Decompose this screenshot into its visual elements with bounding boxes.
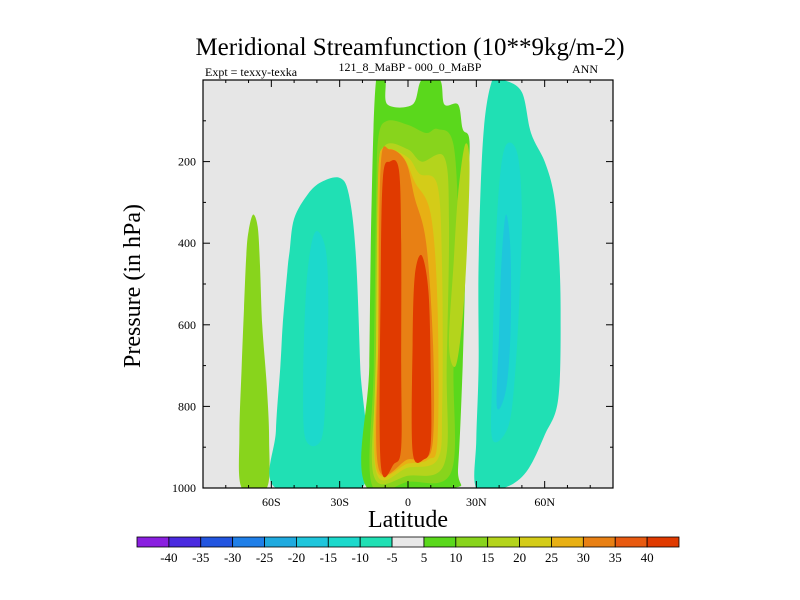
colorbar-swatch	[455, 536, 489, 548]
colorbar-swatch	[264, 536, 297, 548]
y-tick-label: 600	[178, 318, 196, 332]
colorbar-label: 5	[421, 550, 428, 565]
x-tick-label: 60N	[534, 495, 555, 509]
colorbar-swatch	[582, 536, 616, 548]
colorbar-swatch	[519, 536, 552, 548]
chart-title: Meridional Streamfunction (10**9kg/m-2)	[195, 34, 624, 61]
colorbar-swatch	[646, 536, 680, 548]
colorbar-label: -10	[352, 550, 369, 565]
y-tick-label: 1000	[172, 481, 196, 495]
colorbar-label: -20	[288, 550, 305, 565]
colorbar-swatch	[327, 536, 361, 548]
colorbar-label: -40	[160, 550, 177, 565]
colorbar-swatch	[423, 536, 457, 548]
contour-nh-hadley-core	[411, 254, 432, 464]
x-tick-label: 30S	[330, 495, 349, 509]
contour-sh-high-lat-cell	[238, 214, 270, 488]
colorbar-swatch	[136, 536, 170, 548]
colorbar: -40 -35 -30 -25 -20 -15 -10 -5 5 10 15 20 25 30 35 40	[136, 536, 680, 565]
contour-regions	[238, 80, 561, 488]
colorbar-label: -25	[256, 550, 273, 565]
y-tick-label: 800	[178, 399, 196, 413]
contour-sh-mid-lat-cell-core	[303, 231, 329, 447]
colorbar-swatch	[296, 536, 329, 548]
colorbar-label: 30	[577, 550, 590, 565]
period-label: 121_8_MaBP - 000_0_MaBP	[339, 60, 482, 74]
colorbar-swatch	[200, 536, 234, 548]
colorbar-label: -5	[387, 550, 398, 565]
x-tick-label: 0	[405, 495, 411, 509]
colorbar-label: 20	[513, 550, 526, 565]
contour-nh-mid-lat-cell-max	[496, 214, 512, 410]
colorbar-label: 40	[641, 550, 654, 565]
colorbar-swatch	[359, 536, 393, 548]
colorbar-label: -35	[192, 550, 209, 565]
colorbar-swatch	[232, 536, 265, 548]
x-tick-label: 30N	[466, 495, 487, 509]
contour-nh-subtropical-tongue	[448, 143, 470, 367]
colorbar-swatch	[487, 536, 520, 548]
colorbar-label: 10	[449, 550, 462, 565]
y-axis-title: Pressure (in hPa)	[120, 204, 146, 368]
y-tick-label: 200	[178, 155, 196, 169]
axis-ticks: 60S 30S 0 30N 60N 200 400 600 800 1000	[172, 80, 613, 509]
colorbar-swatch	[614, 536, 648, 548]
colorbar-label: 15	[481, 550, 494, 565]
colorbar-swatch	[551, 536, 584, 548]
x-tick-label: 60S	[262, 495, 281, 509]
colorbar-label: 35	[609, 550, 622, 565]
colorbar-label: 25	[545, 550, 558, 565]
y-tick-label: 400	[178, 236, 196, 250]
colorbar-label: -30	[224, 550, 241, 565]
x-axis-title: Latitude	[368, 507, 448, 533]
experiment-label: Expt = texxy-texka	[205, 65, 298, 79]
colorbar-label: -15	[320, 550, 337, 565]
colorbar-swatch	[391, 536, 425, 548]
contour-sh-hadley-core	[379, 159, 402, 478]
colorbar-swatch	[168, 536, 202, 548]
season-label: ANN	[572, 62, 598, 76]
